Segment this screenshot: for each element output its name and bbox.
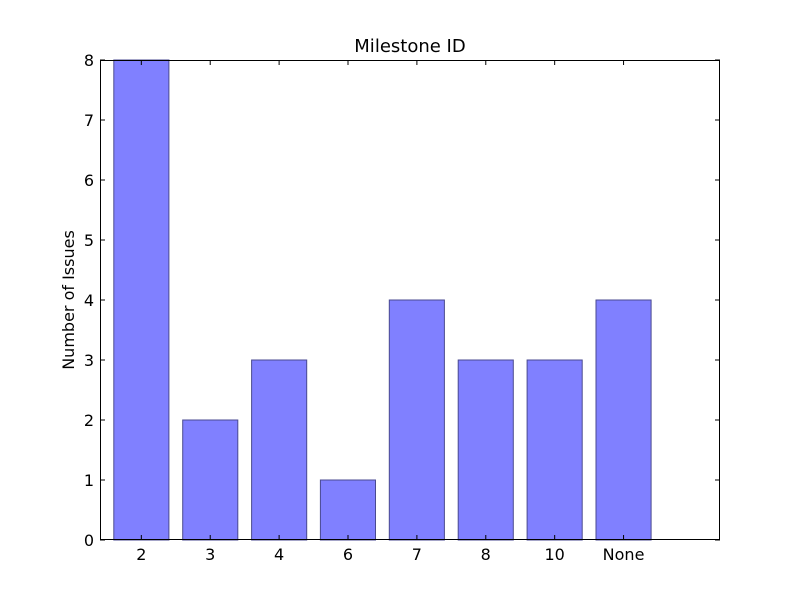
- y-tick-label: 4: [84, 291, 94, 310]
- bars-group: [113, 59, 652, 541]
- y-tick-label: 8: [84, 51, 94, 70]
- bar-8: [457, 359, 514, 541]
- y-ticks-group: 0 1 2 3 4 5 6 7 8: [84, 51, 720, 550]
- x-tick-label: None: [603, 545, 645, 564]
- y-tick-label: 0: [84, 531, 94, 550]
- bar-2: [113, 59, 170, 541]
- x-tick-label: 4: [274, 545, 284, 564]
- x-tick-label: 2: [136, 545, 146, 564]
- chart-title: Milestone ID: [354, 36, 465, 57]
- y-tick-label: 1: [84, 471, 94, 490]
- x-tick-label: 10: [544, 545, 564, 564]
- y-tick-label: 6: [84, 171, 94, 190]
- x-tick-label: 7: [412, 545, 422, 564]
- plot-frame: [100, 60, 720, 540]
- x-tick-label: 6: [343, 545, 353, 564]
- bar-3: [182, 419, 239, 541]
- bar-6: [319, 479, 376, 541]
- bar-4: [251, 359, 308, 541]
- bar-none: [595, 299, 652, 541]
- y-tick-label: 7: [84, 111, 94, 130]
- x-tick-label: 8: [481, 545, 491, 564]
- x-tick-label: 3: [205, 545, 215, 564]
- x-ticks-group: 2 3 4 6 7 8 10 None: [136, 60, 644, 564]
- y-tick-label: 5: [84, 231, 94, 250]
- bar-7: [388, 299, 445, 541]
- y-tick-label: 2: [84, 411, 94, 430]
- y-axis-label: Number of Issues: [59, 230, 78, 370]
- bar-10: [526, 359, 583, 541]
- y-tick-label: 3: [84, 351, 94, 370]
